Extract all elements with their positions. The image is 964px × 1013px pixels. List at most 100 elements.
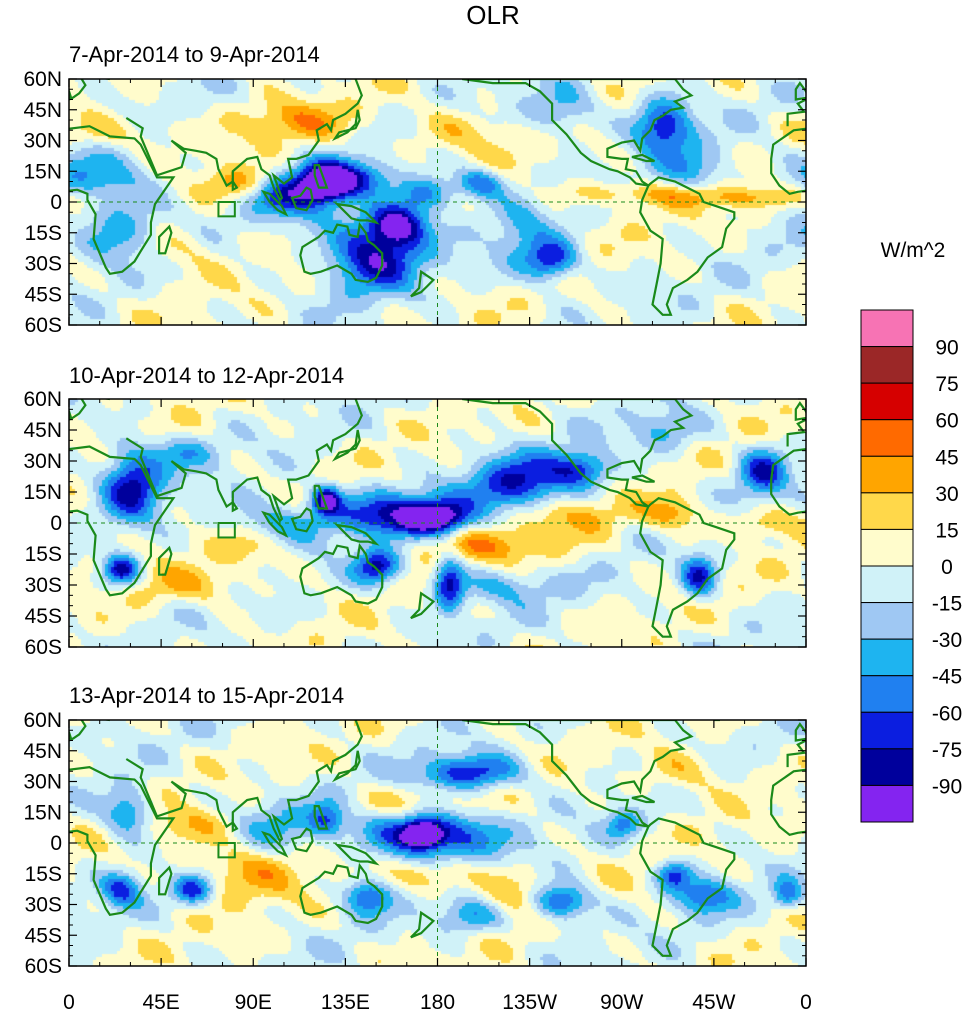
coastline-australia bbox=[299, 221, 384, 284]
colorbar-label: -90 bbox=[932, 775, 962, 798]
coastline-namerica bbox=[461, 399, 694, 508]
lat-tick-label: 45S bbox=[25, 283, 62, 306]
lat-tick-label: 60S bbox=[25, 314, 62, 337]
region-box bbox=[217, 522, 236, 539]
coastline-samerica bbox=[639, 497, 736, 638]
lat-tick-label: 45S bbox=[25, 924, 62, 947]
coastline-europe-wrap bbox=[786, 98, 806, 127]
colorbar-box bbox=[860, 528, 914, 567]
coastline-srilanka bbox=[231, 177, 239, 192]
colorbar-label: -30 bbox=[932, 629, 962, 652]
coastline-africa bbox=[69, 765, 176, 917]
panel-3: 13-Apr-2014 to 15-Apr-2014 60N 45N 30N 15N 0 1… bbox=[23, 683, 812, 1013]
lon-tick-label: 0 bbox=[800, 991, 812, 1013]
panel-title: 13-Apr-2014 to 15-Apr-2014 bbox=[69, 683, 344, 708]
coastline-srilanka bbox=[231, 498, 239, 513]
coastline-srilanka bbox=[231, 818, 239, 833]
colorbar-label: 60 bbox=[935, 410, 958, 433]
lon-tick-label: 45W bbox=[692, 991, 735, 1013]
colorbar-box bbox=[860, 784, 914, 823]
colorbar: W/m^2 90 75 60 45 30 15 0 -15 -30 -45 -60 -75 -90 bbox=[860, 239, 962, 823]
coastline-cuba bbox=[631, 153, 655, 163]
colorbar-box bbox=[860, 711, 914, 750]
lat-tick-label: 15S bbox=[25, 543, 62, 566]
colorbar-box bbox=[860, 565, 914, 604]
coastline-africa-wrap bbox=[770, 127, 806, 195]
coastline-samerica bbox=[639, 176, 736, 316]
lat-tick-label: 30S bbox=[25, 574, 62, 597]
colorbar-box bbox=[860, 675, 914, 713]
coastlines bbox=[69, 399, 806, 638]
coastline-africa bbox=[69, 445, 176, 597]
lat-tick-label: 30N bbox=[23, 450, 62, 473]
lat-tick-label: 30S bbox=[25, 253, 62, 276]
coastline-cuba bbox=[631, 474, 655, 483]
colorbar-label: -60 bbox=[932, 702, 962, 725]
panel-title: 10-Apr-2014 to 12-Apr-2014 bbox=[69, 363, 344, 388]
lat-tick-label: 45N bbox=[23, 419, 62, 442]
panel-2: 10-Apr-2014 to 12-Apr-2014 60N 45N 30N 15N 0 1… bbox=[23, 363, 807, 659]
colorbar-box bbox=[860, 492, 914, 530]
lat-tick-label: 45N bbox=[23, 740, 62, 763]
lon-tick-label: 135W bbox=[502, 991, 557, 1013]
colorbar-label: -15 bbox=[932, 593, 962, 616]
coastline-australia bbox=[299, 542, 384, 605]
lat-tick-label: 60S bbox=[25, 636, 62, 659]
lat-tick-label: 60N bbox=[23, 709, 62, 732]
lat-tick-label: 15N bbox=[23, 801, 62, 824]
coastline-nz bbox=[410, 269, 436, 298]
coastline-namerica bbox=[461, 79, 694, 187]
coastlines bbox=[69, 79, 806, 316]
colorbar-units: W/m^2 bbox=[881, 239, 946, 262]
coastline-samerica bbox=[639, 817, 736, 957]
lat-tick-label: 15S bbox=[25, 863, 62, 886]
coastline-japan bbox=[331, 429, 361, 462]
lat-tick-label: 0 bbox=[50, 191, 62, 214]
coastline-africa bbox=[69, 125, 176, 276]
lat-tick-label: 45S bbox=[25, 605, 62, 628]
coastline-madagascar bbox=[158, 224, 173, 255]
coastline-namerica bbox=[461, 720, 694, 828]
lat-tick-label: 60N bbox=[23, 68, 62, 91]
lat-tick-label: 30S bbox=[25, 894, 62, 917]
lon-tick-label: 135E bbox=[321, 991, 370, 1013]
colorbar-label: 15 bbox=[935, 519, 958, 542]
chart-title: OLR bbox=[466, 0, 519, 30]
lat-tick-label: 60S bbox=[25, 955, 62, 978]
colorbar-label: 75 bbox=[935, 373, 958, 396]
lon-tick-label: 90W bbox=[600, 991, 643, 1013]
colorbar-box bbox=[860, 602, 914, 640]
colorbar-box bbox=[860, 748, 914, 786]
colorbar-box bbox=[860, 309, 914, 348]
coastline-europe bbox=[69, 79, 110, 113]
colorbar-label: 0 bbox=[941, 556, 953, 579]
lat-tick-label: 15N bbox=[23, 160, 62, 183]
region-box bbox=[217, 842, 236, 859]
coastline-borneo bbox=[290, 827, 314, 853]
coastline-philippines bbox=[313, 164, 329, 189]
lon-tick-label: 0 bbox=[63, 991, 75, 1013]
colorbar-label: 30 bbox=[935, 483, 958, 506]
lat-tick-label: 30N bbox=[23, 771, 62, 794]
lon-tick-label: 180 bbox=[420, 991, 455, 1013]
coastline-japan bbox=[331, 750, 361, 783]
lat-tick-label: 0 bbox=[50, 512, 62, 535]
coastline-australia bbox=[299, 862, 384, 925]
colorbar-label: 45 bbox=[935, 446, 958, 469]
coastline-asia bbox=[125, 720, 363, 843]
colorbar-box bbox=[860, 419, 914, 457]
coastline-asia bbox=[125, 399, 363, 523]
coastline-africa-wrap bbox=[770, 448, 806, 516]
lat-tick-label: 45N bbox=[23, 99, 62, 122]
coastline-europe-wrap bbox=[786, 739, 806, 768]
coastline-madagascar bbox=[158, 865, 173, 896]
panel-title: 7-Apr-2014 to 9-Apr-2014 bbox=[69, 42, 320, 67]
coastline-cuba bbox=[631, 794, 655, 804]
coastline-borneo bbox=[290, 507, 314, 533]
coastline-africa-wrap bbox=[770, 768, 806, 836]
coastline-philippines bbox=[313, 484, 329, 510]
lon-tick-label: 45E bbox=[142, 991, 179, 1013]
coastline-japan bbox=[331, 109, 361, 142]
colorbar-label: -45 bbox=[932, 666, 962, 689]
